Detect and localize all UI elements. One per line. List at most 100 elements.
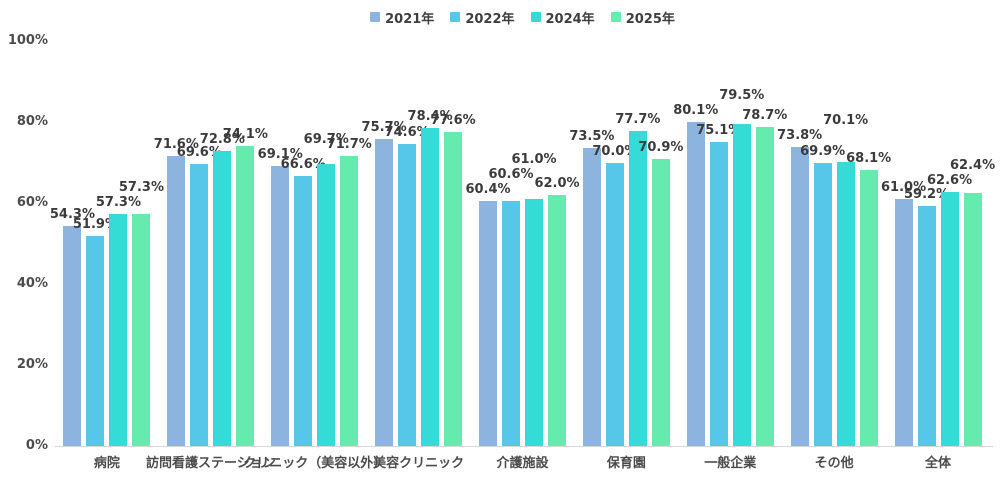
bar-value-label: 75.1% bbox=[696, 122, 742, 138]
legend-label: 2025年 bbox=[625, 11, 675, 27]
bar-value-label: 70.0% bbox=[592, 143, 638, 159]
bar bbox=[605, 162, 624, 446]
bar bbox=[525, 198, 543, 446]
y-axis-tick-label: 60% bbox=[16, 195, 48, 210]
bar bbox=[340, 155, 359, 446]
bar-value-label: 61.0% bbox=[880, 179, 927, 195]
bar-value-label: 74.1% bbox=[222, 126, 268, 142]
bar bbox=[940, 192, 959, 446]
bar bbox=[271, 166, 290, 446]
legend-swatch bbox=[610, 12, 621, 22]
bar-value-label: 77.6% bbox=[430, 112, 476, 128]
bar-value-label: 57.3% bbox=[95, 194, 141, 210]
legend-item[interactable]: 2024年 bbox=[530, 8, 595, 27]
x-axis-category-label: 保育園 bbox=[606, 456, 646, 471]
bar-value-label: 73.8% bbox=[777, 128, 823, 144]
x-axis-category-label: 一般企業 bbox=[704, 456, 757, 471]
bar-value-label: 62.4% bbox=[949, 158, 996, 174]
legend-swatch bbox=[370, 12, 381, 22]
x-axis-category-label: 病院 bbox=[93, 456, 120, 471]
bar bbox=[917, 206, 936, 446]
bar bbox=[109, 213, 128, 446]
bar-value-label: 71.7% bbox=[326, 136, 372, 152]
bar-value-label: 69.1% bbox=[257, 147, 303, 163]
bar bbox=[755, 127, 774, 446]
chart-legend: 2021年 2022年 2024年 2025年 bbox=[55, 6, 990, 28]
bar-value-label: 78.4% bbox=[407, 109, 453, 125]
bar-value-label: 54.3% bbox=[49, 207, 95, 223]
bar-value-label: 59.2% bbox=[903, 187, 950, 203]
bar-value-label: 60.4% bbox=[465, 182, 511, 198]
bar bbox=[86, 235, 105, 446]
bar-value-label: 80.1% bbox=[673, 102, 719, 118]
legend-swatch bbox=[450, 12, 461, 22]
bar-value-label: 79.5% bbox=[719, 87, 765, 103]
bar-value-label: 68.1% bbox=[846, 151, 892, 167]
bar bbox=[732, 124, 751, 446]
x-axis-category-label: クリニック（美容以外） bbox=[243, 456, 387, 471]
bar bbox=[709, 141, 728, 446]
legend-label: 2024年 bbox=[545, 11, 595, 27]
legend-item[interactable]: 2025年 bbox=[610, 8, 675, 27]
bar bbox=[444, 131, 463, 446]
bar bbox=[790, 147, 809, 446]
bar-value-label: 61.0% bbox=[511, 152, 557, 168]
bar bbox=[628, 131, 647, 446]
bar-value-label: 69.9% bbox=[800, 143, 846, 159]
bar-value-label: 69.7% bbox=[303, 132, 349, 148]
bar-value-label: 75.7% bbox=[361, 120, 407, 136]
legend-item[interactable]: 2021年 bbox=[370, 8, 434, 27]
bar-value-label: 70.1% bbox=[823, 113, 869, 129]
bar bbox=[836, 162, 855, 446]
bar bbox=[548, 194, 566, 446]
bar bbox=[132, 213, 151, 446]
bar bbox=[317, 163, 336, 446]
legend-item[interactable]: 2022年 bbox=[450, 8, 515, 27]
y-axis-tick-label: 0% bbox=[25, 438, 48, 453]
x-axis-category-label: その他 bbox=[814, 456, 854, 471]
bar bbox=[421, 128, 440, 446]
bar bbox=[894, 198, 913, 446]
bar-value-label: 70.9% bbox=[638, 139, 684, 155]
bar-value-label: 62.0% bbox=[534, 175, 580, 191]
y-axis-tick-label: 100% bbox=[7, 33, 48, 48]
x-axis-category-label: 全体 bbox=[925, 456, 952, 471]
bar-value-label: 60.6% bbox=[488, 167, 534, 183]
x-axis-category-label: 美容クリニック bbox=[373, 456, 465, 471]
y-axis-tick-label: 40% bbox=[16, 276, 48, 291]
bar bbox=[375, 139, 394, 446]
x-axis-category-label: 介護施設 bbox=[496, 456, 549, 471]
bar bbox=[813, 162, 832, 446]
bar bbox=[859, 170, 878, 446]
bar-value-label: 77.7% bbox=[615, 112, 661, 128]
bar bbox=[213, 151, 232, 446]
bar-value-label: 74.6% bbox=[384, 124, 430, 140]
bar bbox=[651, 158, 670, 446]
bar bbox=[167, 156, 186, 446]
bar bbox=[236, 145, 255, 446]
legend-label: 2021年 bbox=[385, 11, 435, 27]
bar-value-label: 66.6% bbox=[280, 157, 326, 173]
y-axis-tick-label: 80% bbox=[16, 114, 48, 129]
x-axis-category-label: 訪問看護ステーション bbox=[145, 456, 276, 471]
bar bbox=[686, 121, 705, 446]
bar-value-label: 51.9% bbox=[72, 216, 118, 232]
x-axis-line bbox=[55, 446, 993, 447]
bar bbox=[502, 200, 520, 446]
bar bbox=[479, 201, 497, 446]
bar-value-label: 72.8% bbox=[199, 132, 245, 148]
y-axis-tick-label: 20% bbox=[16, 357, 48, 372]
bar-value-label: 71.6% bbox=[153, 137, 199, 153]
bar-value-label: 69.6% bbox=[176, 145, 222, 161]
bar bbox=[582, 148, 601, 446]
bar-value-label: 62.6% bbox=[926, 173, 973, 189]
bar-value-label: 57.3% bbox=[118, 179, 164, 195]
legend-swatch bbox=[530, 12, 541, 22]
bar bbox=[294, 176, 313, 446]
bar-value-label: 73.5% bbox=[569, 129, 615, 145]
bar-value-label: 78.7% bbox=[742, 108, 788, 124]
bar bbox=[963, 193, 982, 446]
bar bbox=[63, 226, 82, 446]
bar bbox=[190, 164, 209, 446]
